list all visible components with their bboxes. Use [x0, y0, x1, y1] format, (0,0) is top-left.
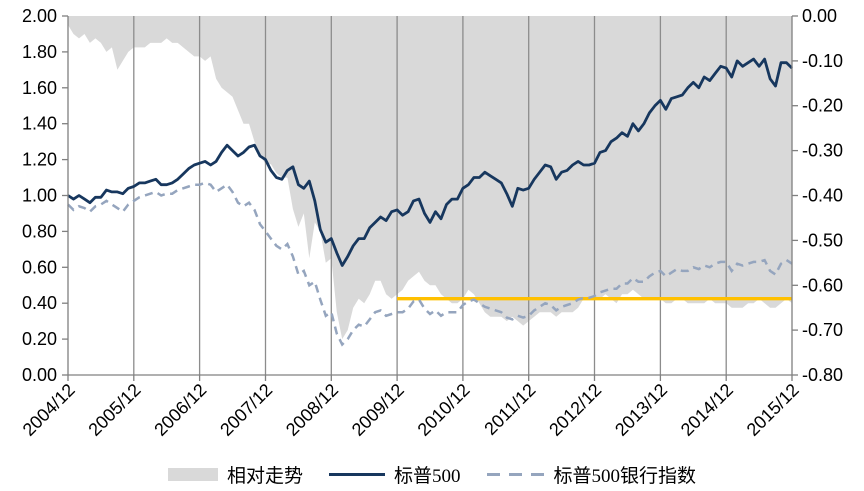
svg-text:-0.70: -0.70	[802, 320, 843, 340]
svg-text:-0.30: -0.30	[802, 141, 843, 161]
svg-text:-0.20: -0.20	[802, 96, 843, 116]
relative-trend-area	[68, 16, 792, 340]
line-swatch	[328, 472, 385, 477]
svg-text:2009/12: 2009/12	[348, 380, 408, 440]
svg-text:2008/12: 2008/12	[282, 380, 342, 440]
svg-text:1.20: 1.20	[22, 150, 57, 170]
svg-text:2.00: 2.00	[22, 6, 57, 26]
svg-text:2005/12: 2005/12	[84, 380, 144, 440]
svg-text:1.80: 1.80	[22, 42, 57, 62]
svg-text:0.00: 0.00	[22, 365, 57, 385]
left-axis-labels: 0.00 0.20 0.40 0.60 0.80 1.00 1.20 1.40 1.60 1.80…	[22, 6, 57, 385]
svg-text:2004/12: 2004/12	[19, 380, 79, 440]
legend-label-sp500-bank-index: 标普500银行指数	[553, 466, 697, 487]
svg-text:0.00: 0.00	[802, 6, 837, 26]
sp500-line	[67, 57, 793, 267]
legend-label-relative-trend: 相对走势	[226, 466, 303, 487]
legend-label-sp500: 标普500	[393, 466, 461, 487]
gridlines	[133, 16, 727, 375]
svg-text:-0.50: -0.50	[802, 230, 843, 250]
svg-text:0.80: 0.80	[22, 221, 57, 241]
axes	[62, 15, 798, 381]
svg-text:-0.60: -0.60	[802, 275, 843, 295]
bank-index-line	[67, 181, 793, 347]
svg-text:2006/12: 2006/12	[150, 380, 210, 440]
legend-item-relative-trend: 相对走势	[167, 461, 303, 488]
dashed-line-swatch	[486, 472, 545, 477]
legend-item-sp500: 标普500	[328, 461, 461, 488]
svg-text:-0.80: -0.80	[802, 365, 843, 385]
svg-text:2011/12: 2011/12	[480, 380, 539, 439]
svg-text:2010/12: 2010/12	[414, 380, 474, 440]
svg-text:0.40: 0.40	[22, 293, 57, 313]
svg-text:2015/12: 2015/12	[743, 380, 803, 440]
svg-text:0.20: 0.20	[22, 329, 57, 349]
svg-text:2014/12: 2014/12	[677, 380, 737, 440]
svg-text:-0.10: -0.10	[802, 51, 843, 71]
chart-legend: 相对走势 标普500 标普500银行指数	[0, 458, 864, 491]
svg-text:2007/12: 2007/12	[216, 380, 276, 440]
area-swatch	[167, 468, 218, 481]
legend-item-sp500-bank-index: 标普500银行指数	[486, 461, 697, 488]
svg-text:1.60: 1.60	[22, 78, 57, 98]
x-axis-labels: 2004/12 2005/12 2006/12 2007/12 2008/12 2009/…	[19, 380, 803, 440]
right-axis-labels: 0.00 -0.10 -0.20 -0.30 -0.40 -0.50 -0.60 -0.70 -…	[802, 6, 843, 385]
svg-text:2013/12: 2013/12	[611, 380, 671, 440]
svg-text:1.00: 1.00	[22, 186, 57, 206]
svg-text:1.40: 1.40	[22, 114, 57, 134]
svg-text:-0.40: -0.40	[802, 186, 843, 206]
svg-text:2012/12: 2012/12	[545, 380, 605, 440]
svg-text:0.60: 0.60	[22, 257, 57, 277]
